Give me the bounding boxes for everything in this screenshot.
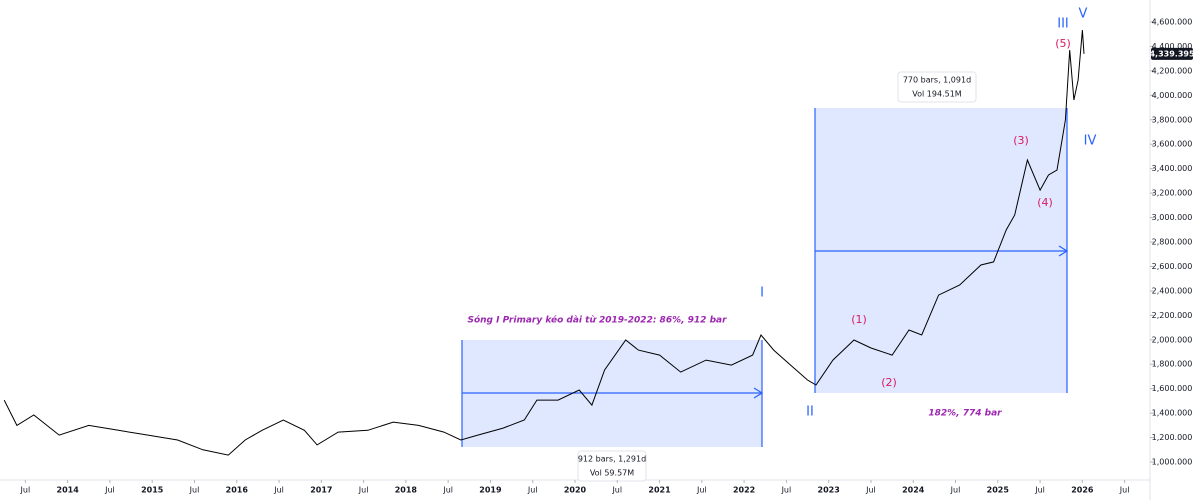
y-tick-label: 3,600.000: [1152, 140, 1193, 149]
last-price-label: 4,339.395: [1149, 49, 1194, 58]
annotation: V: [1079, 7, 1088, 22]
y-tick-label: 3,000.000: [1152, 213, 1193, 222]
y-tick-label: 1,200.000: [1152, 433, 1193, 442]
annotation: (4): [1037, 196, 1053, 209]
annotation: III: [1057, 17, 1069, 32]
x-tick-label: Jul: [696, 486, 707, 495]
y-tick-label: 2,000.000: [1152, 335, 1193, 344]
y-tick-label: 3,400.000: [1152, 164, 1193, 173]
x-tick-label: Jul: [1119, 486, 1130, 495]
arrow-head: [753, 387, 764, 399]
annotation: (5): [1055, 37, 1071, 50]
x-tick-label: 2023: [818, 486, 840, 495]
x-tick-label: Jul: [189, 486, 200, 495]
x-tick-label: 2015: [141, 486, 164, 495]
x-tick-label: Jul: [865, 486, 876, 495]
y-tick-label: 2,200.000: [1152, 311, 1193, 320]
y-tick-label: 1,400.000: [1152, 409, 1193, 418]
last-price-box: [1151, 47, 1193, 60]
x-tick-label: 2017: [310, 486, 332, 495]
x-tick-label: 2018: [395, 486, 418, 495]
x-tick-label: Jul: [611, 486, 622, 495]
annotation: 182%, 774 bar: [928, 409, 1002, 419]
x-tick-label: Jul: [273, 486, 284, 495]
y-tick-label: 4,400.000: [1152, 42, 1193, 51]
y-tick-label: 2,400.000: [1152, 286, 1193, 295]
y-tick-label: 1,000.000: [1152, 458, 1193, 467]
y-tick-label: 3,800.000: [1152, 115, 1193, 124]
x-tick-label: Jul: [950, 486, 961, 495]
x-tick-label: 2020: [564, 486, 587, 495]
x-tick-label: 2025: [987, 486, 1010, 495]
annotation: 912 bars, 1,291d: [578, 455, 646, 464]
y-tick-label: 4,200.000: [1152, 66, 1193, 75]
x-tick-label: 2019: [479, 486, 502, 495]
annotation: 770 bars, 1,091d: [903, 76, 971, 85]
annotation: IV: [1084, 134, 1097, 149]
y-tick-label: 4,000.000: [1152, 91, 1193, 100]
x-tick-label: Jul: [104, 486, 115, 495]
annotation: I: [760, 286, 764, 301]
y-tick-label: 1,800.000: [1152, 360, 1193, 369]
y-tick-label: 4,600.000: [1152, 18, 1193, 27]
y-tick-label: 2,800.000: [1152, 238, 1193, 247]
x-tick-label: Jul: [358, 486, 369, 495]
y-tick-label: 1,600.000: [1152, 384, 1193, 393]
x-tick-label: 2026: [1071, 486, 1094, 495]
x-tick-label: 2014: [57, 486, 80, 495]
annotation: II: [806, 405, 814, 420]
annotation: Vol 59.57M: [590, 469, 634, 478]
x-tick-label: Jul: [527, 486, 538, 495]
x-tick-label: 2021: [648, 486, 671, 495]
annotation: (3): [1013, 134, 1029, 147]
info-box: [897, 71, 977, 103]
x-tick-label: 2024: [902, 486, 925, 495]
annotation: (2): [881, 376, 897, 389]
annotation: Sóng I Primary kéo dài từ 2019-2022: 86%…: [467, 315, 727, 326]
x-tick-label: Jul: [1034, 486, 1045, 495]
arrow-head: [1058, 245, 1069, 257]
info-box: [577, 450, 647, 482]
x-tick-label: Jul: [20, 486, 31, 495]
x-tick-label: 2016: [226, 486, 249, 495]
annotation: (1): [851, 313, 867, 326]
x-tick-label: Jul: [781, 486, 792, 495]
price-line: [3, 30, 1085, 456]
x-tick-label: Jul: [442, 486, 453, 495]
y-tick-label: 3,200.000: [1152, 189, 1193, 198]
y-tick-label: 2,600.000: [1152, 262, 1193, 271]
annotation: Vol 194.51M: [912, 90, 962, 99]
x-tick-label: 2022: [733, 486, 755, 495]
